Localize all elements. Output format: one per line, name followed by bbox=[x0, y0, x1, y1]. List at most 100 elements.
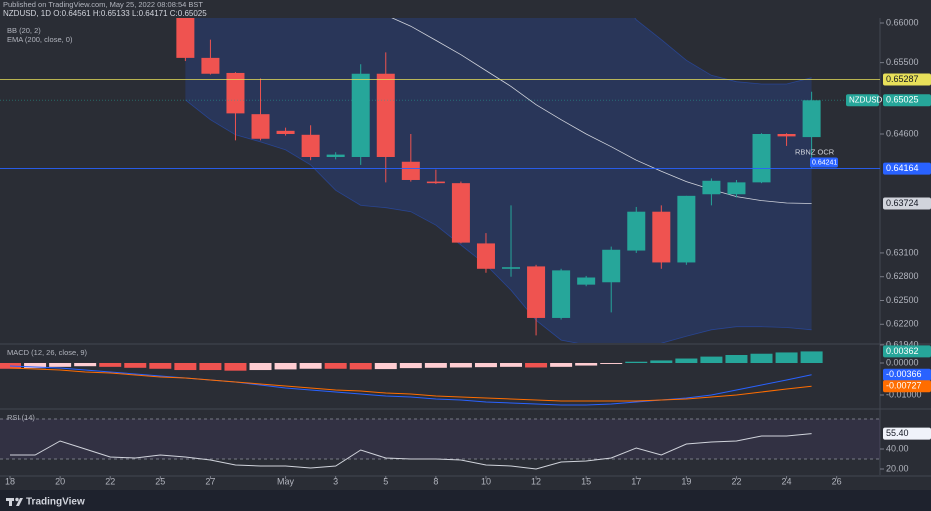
price-tag bbox=[883, 73, 931, 86]
price-tag-label: -0.00727 bbox=[886, 381, 922, 391]
candle-body bbox=[251, 114, 270, 139]
histogram-bar bbox=[324, 363, 347, 369]
histogram-bar bbox=[99, 363, 122, 367]
histogram-bar bbox=[274, 363, 297, 370]
rsi-title: RSI (14) bbox=[7, 413, 35, 422]
price-tag bbox=[883, 368, 931, 381]
y-tick-label: 20.00 bbox=[886, 463, 909, 473]
histogram-bar bbox=[625, 361, 648, 364]
candle-body bbox=[301, 134, 320, 157]
histogram-bar bbox=[299, 363, 322, 369]
histogram-bar bbox=[600, 363, 623, 364]
price-pane bbox=[176, 18, 821, 343]
candle-body bbox=[527, 266, 546, 318]
candle-body bbox=[201, 57, 220, 74]
y-tick-label: 0.65500 bbox=[886, 57, 919, 67]
histogram-bar bbox=[500, 363, 523, 367]
histogram-bar bbox=[249, 363, 272, 371]
price-tag-label: 55.40 bbox=[886, 428, 909, 438]
annotation-box bbox=[810, 157, 838, 168]
x-tick-label: 25 bbox=[155, 476, 165, 486]
candle-body bbox=[226, 72, 245, 114]
histogram-bar bbox=[399, 363, 422, 369]
x-tick-label: 27 bbox=[205, 476, 215, 486]
price-tag-label: -0.00366 bbox=[886, 369, 922, 379]
candle-body bbox=[602, 249, 621, 283]
histogram-bar bbox=[374, 363, 397, 370]
histogram-bar bbox=[124, 363, 147, 368]
macd-title: MACD (12, 26, close, 9) bbox=[7, 348, 88, 357]
x-tick-label: 26 bbox=[832, 476, 842, 486]
histogram-bar bbox=[24, 363, 47, 369]
histogram-bar bbox=[449, 363, 472, 368]
x-tick-label: 10 bbox=[481, 476, 491, 486]
macd-line bbox=[9, 365, 812, 406]
candle-body bbox=[476, 243, 495, 269]
x-tick-label: 19 bbox=[681, 476, 691, 486]
x-tick-label: 24 bbox=[782, 476, 792, 486]
x-tick-label: 3 bbox=[333, 476, 338, 486]
histogram-bar bbox=[575, 363, 598, 366]
price-tag-label: 0.64164 bbox=[886, 163, 919, 173]
histogram-bar bbox=[224, 363, 247, 371]
histogram-bar bbox=[775, 352, 798, 364]
histogram-bar bbox=[550, 363, 573, 367]
histogram-bar bbox=[474, 363, 497, 368]
candle-body bbox=[627, 211, 646, 251]
candle-body bbox=[451, 183, 470, 243]
histogram-bar bbox=[650, 360, 673, 364]
macd-pane bbox=[0, 351, 823, 406]
y-tick-label: 0.61940 bbox=[886, 339, 919, 349]
y-tick-label: 0.62200 bbox=[886, 319, 919, 329]
bb-label: BB (20, 2) bbox=[7, 26, 41, 35]
price-tag-label: 0.65025 bbox=[886, 95, 919, 105]
candle-body bbox=[401, 161, 420, 180]
candle-body bbox=[677, 195, 696, 263]
histogram-bar bbox=[199, 363, 222, 371]
y-tick-label: 0.64600 bbox=[886, 128, 919, 138]
logo: TradingView bbox=[26, 497, 85, 508]
price-tag-label: 0.63724 bbox=[886, 198, 919, 208]
x-tick-label: 12 bbox=[531, 476, 541, 486]
price-tag bbox=[883, 380, 931, 393]
price-tag bbox=[883, 345, 931, 358]
histogram-bar bbox=[800, 351, 823, 364]
candle-body bbox=[727, 182, 746, 195]
symbol-tag bbox=[846, 94, 879, 107]
candle-body bbox=[552, 270, 571, 318]
x-tick-label: 22 bbox=[105, 476, 115, 486]
candle-body bbox=[276, 130, 295, 134]
price-tag-label: 0.65287 bbox=[886, 74, 919, 84]
candle-body bbox=[426, 181, 445, 184]
price-tag bbox=[883, 94, 931, 107]
x-tick-label: 18 bbox=[5, 476, 15, 486]
x-tick-label: 5 bbox=[383, 476, 388, 486]
candle-body bbox=[502, 267, 521, 269]
histogram-bar bbox=[49, 363, 72, 367]
candle-body bbox=[176, 18, 195, 58]
x-tick-label: 8 bbox=[433, 476, 438, 486]
rsi-line bbox=[10, 433, 812, 470]
candle-body bbox=[702, 180, 721, 195]
price-tag bbox=[883, 427, 931, 440]
histogram-bar bbox=[675, 358, 698, 364]
y-tick-label: -0.01000 bbox=[886, 389, 922, 399]
logo-icon bbox=[6, 497, 23, 506]
published: Published on TradingView.com, May 25, 20… bbox=[3, 0, 203, 9]
y-tick-label: 40.00 bbox=[886, 443, 909, 453]
histogram-bar bbox=[149, 363, 172, 369]
histogram-bar bbox=[700, 356, 723, 364]
histogram-bar bbox=[750, 353, 773, 364]
rsi-band bbox=[0, 419, 880, 459]
band-upper bbox=[634, 18, 812, 85]
band-basis bbox=[391, 18, 812, 204]
candle-body bbox=[652, 211, 671, 263]
candle-body bbox=[376, 73, 395, 157]
y-tick-label: 0.62500 bbox=[886, 295, 919, 305]
y-tick-label: 0.62800 bbox=[886, 271, 919, 281]
candle-body bbox=[802, 100, 821, 138]
candle-body bbox=[777, 133, 796, 137]
candle-body bbox=[326, 154, 345, 157]
